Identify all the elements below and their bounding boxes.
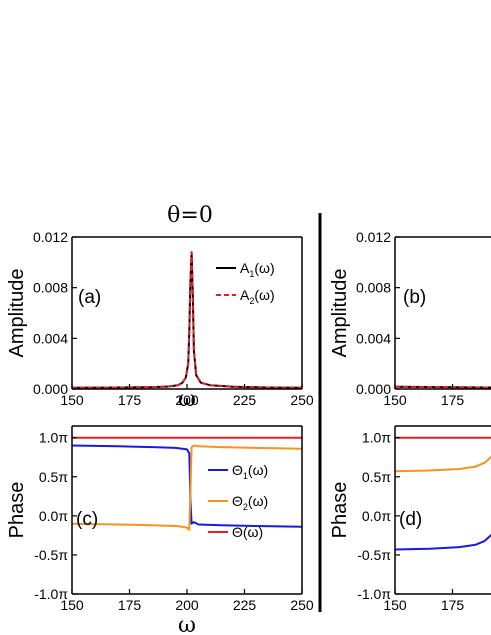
series-line-2	[72, 251, 302, 389]
x-tick-label: 250	[290, 392, 314, 408]
series-line-3	[395, 533, 491, 551]
x-tick-label: 150	[383, 597, 407, 613]
legend: Θ1(ω) Θ2(ω) Θ(ω)	[208, 462, 268, 540]
y-tick-label: 0.008	[33, 280, 68, 296]
y-axis-label: Phase	[6, 482, 28, 539]
x-axis-label: ω	[178, 387, 196, 412]
x-tick-label: 225	[233, 392, 257, 408]
series-line-1	[72, 444, 302, 528]
x-tick-label: 175	[118, 392, 142, 408]
y-tick-label: 1.0π	[362, 430, 391, 446]
y-tick-label: 0.012	[33, 229, 68, 245]
y-tick-label: 1.0π	[39, 430, 68, 446]
series-group	[395, 385, 491, 389]
x-tick-label: 175	[441, 392, 465, 408]
legend-label: Θ(ω)	[232, 524, 263, 540]
legend-label: Θ2(ω)	[232, 493, 268, 512]
chart-panel-a: 0.000 0.004 0.008 0.012 150 175 200 225 250 Ampli…	[6, 229, 314, 412]
y-axis-label: Amplitude	[329, 269, 351, 358]
series-group	[72, 251, 302, 389]
legend: A1(ω) A2(ω)	[216, 260, 275, 306]
x-tick-label: 200	[175, 597, 199, 613]
panel-label: (d)	[399, 509, 422, 530]
x-tick-label: 150	[60, 597, 84, 613]
y-tick-label: 0.008	[356, 280, 391, 296]
y-tick-label: 0.000	[33, 381, 68, 397]
y-tick-label: 0.5π	[362, 469, 391, 485]
legend-label: A2(ω)	[240, 287, 275, 306]
y-tick-label: -0.5π	[357, 547, 391, 563]
legend-label: Θ1(ω)	[232, 462, 268, 481]
panel-label: (b)	[403, 287, 426, 308]
y-axis-label: Amplitude	[6, 269, 28, 358]
y-tick-label: -1.0π	[357, 586, 391, 602]
series-line-2	[395, 455, 491, 473]
chart-panel-d: -1.0π -0.5π 0.0π 0.5π 1.0π 150 175 Phase (d)	[329, 425, 491, 613]
y-tick-label: -1.0π	[34, 586, 68, 602]
series-line-2	[72, 444, 302, 531]
y-tick-label: 0.004	[356, 330, 391, 346]
y-tick-label: 0.012	[356, 229, 391, 245]
y-tick-label: 0.004	[33, 330, 68, 346]
x-tick-label: 200	[175, 392, 199, 408]
x-tick-label: 150	[383, 392, 407, 408]
x-tick-label: 225	[233, 597, 257, 613]
figure-title: θ=0	[167, 203, 213, 228]
x-tick-label: 150	[60, 392, 84, 408]
panel-label: (a)	[78, 287, 101, 308]
y-tick-label: 0.0π	[39, 508, 68, 524]
series-group	[395, 436, 491, 551]
y-tick-label: 0.5π	[39, 469, 68, 485]
y-tick-label: -0.5π	[34, 547, 68, 563]
y-tick-label: 0.000	[356, 381, 391, 397]
y-axis-label: Phase	[329, 482, 351, 539]
panel-label: (c)	[76, 509, 98, 530]
chart-panel-b: 0.000 0.004 0.008 0.012 150 175 Amplitude (b)	[329, 229, 491, 408]
legend-label: A1(ω)	[240, 260, 275, 279]
x-tick-label: 175	[441, 597, 465, 613]
x-tick-label: 175	[118, 597, 142, 613]
x-axis-label: ω	[178, 613, 196, 635]
y-tick-label: 0.0π	[362, 508, 391, 524]
x-tick-label: 250	[290, 597, 314, 613]
series-group	[72, 436, 302, 531]
series-line-1	[395, 385, 491, 389]
chart-panel-c: -1.0π -0.5π 0.0π 0.5π 1.0π 150 175 200 225 250 Pha…	[6, 425, 314, 635]
